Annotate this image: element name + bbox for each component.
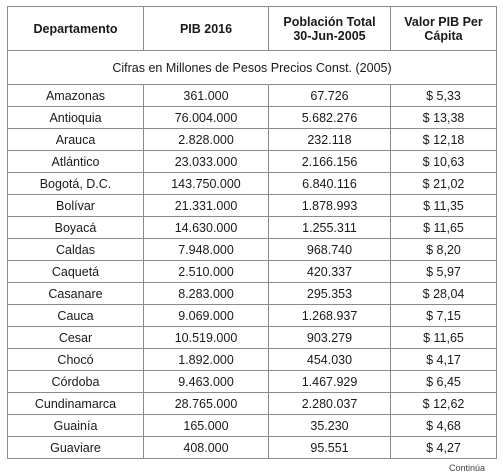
table-row: Bolívar 21.331.000 1.878.993 $ 11,35 [7,194,497,217]
cell-pib-per-capita: $ 11,65 [390,216,497,239]
cell-poblacion: 420.337 [268,260,391,283]
subheader-row: Cifras en Millones de Pesos Precios Cons… [7,50,497,85]
cell-poblacion: 295.353 [268,282,391,305]
table-row: Córdoba 9.463.000 1.467.929 $ 6,45 [7,370,497,393]
header-poblacion-total: Población Total 30-Jun-2005 [268,6,391,51]
cell-pib-per-capita: $ 21,02 [390,172,497,195]
cell-pib-2016: 21.331.000 [143,194,269,217]
table-row: Guaviare 408.000 95.551 $ 4,27 [7,436,497,459]
cell-poblacion: 968.740 [268,238,391,261]
cell-pib-per-capita: $ 8,20 [390,238,497,261]
cell-pib-2016: 28.765.000 [143,392,269,415]
table-row: Cesar 10.519.000 903.279 $ 11,65 [7,326,497,349]
table-row: Cauca 9.069.000 1.268.937 $ 7,15 [7,304,497,327]
cell-departamento: Cesar [7,326,144,349]
cell-poblacion: 232.118 [268,128,391,151]
cell-pib-2016: 143.750.000 [143,172,269,195]
cell-poblacion: 903.279 [268,326,391,349]
cell-pib-2016: 14.630.000 [143,216,269,239]
cell-pib-2016: 9.463.000 [143,370,269,393]
cell-pib-per-capita: $ 13,38 [390,106,497,129]
cell-poblacion: 95.551 [268,436,391,459]
cell-pib-2016: 23.033.000 [143,150,269,173]
cell-poblacion: 1.255.311 [268,216,391,239]
table-row: Casanare 8.283.000 295.353 $ 28,04 [7,282,497,305]
cell-pib-per-capita: $ 4,68 [390,414,497,437]
table-row: Bogotá, D.C. 143.750.000 6.840.116 $ 21,02 [7,172,497,195]
cell-poblacion: 454.030 [268,348,391,371]
table-row: Antioquia 76.004.000 5.682.276 $ 13,38 [7,106,497,129]
cell-departamento: Caquetá [7,260,144,283]
cell-pib-per-capita: $ 4,27 [390,436,497,459]
cell-pib-2016: 8.283.000 [143,282,269,305]
table-row: Caldas 7.948.000 968.740 $ 8,20 [7,238,497,261]
header-valor-pib-per-capita: Valor PIB Per Cápita [390,6,497,51]
cell-departamento: Casanare [7,282,144,305]
cell-pib-2016: 9.069.000 [143,304,269,327]
header-row: Departamento PIB 2016 Población Total 30… [7,6,497,51]
cell-pib-per-capita: $ 4,17 [390,348,497,371]
footer-note: Continúa [448,463,485,473]
cell-poblacion: 35.230 [268,414,391,437]
cell-departamento: Córdoba [7,370,144,393]
cell-pib-per-capita: $ 5,97 [390,260,497,283]
cell-departamento: Bolívar [7,194,144,217]
pib-table: Departamento PIB 2016 Población Total 30… [7,6,497,459]
cell-pib-per-capita: $ 10,63 [390,150,497,173]
cell-departamento: Cundinamarca [7,392,144,415]
cell-pib-2016: 2.828.000 [143,128,269,151]
cell-departamento: Amazonas [7,84,144,107]
cell-pib-2016: 361.000 [143,84,269,107]
cell-poblacion: 6.840.116 [268,172,391,195]
cell-departamento: Arauca [7,128,144,151]
table-row: Amazonas 361.000 67.726 $ 5,33 [7,84,497,107]
cell-departamento: Cauca [7,304,144,327]
cell-departamento: Antioquia [7,106,144,129]
cell-pib-2016: 165.000 [143,414,269,437]
cell-pib-2016: 76.004.000 [143,106,269,129]
table-row: Boyacá 14.630.000 1.255.311 $ 11,65 [7,216,497,239]
cell-poblacion: 1.467.929 [268,370,391,393]
table-row: Atlántico 23.033.000 2.166.156 $ 10,63 [7,150,497,173]
cell-pib-per-capita: $ 6,45 [390,370,497,393]
table-row: Guainía 165.000 35.230 $ 4,68 [7,414,497,437]
cell-departamento: Guainía [7,414,144,437]
cell-poblacion: 2.280.037 [268,392,391,415]
cell-departamento: Boyacá [7,216,144,239]
cell-pib-per-capita: $ 28,04 [390,282,497,305]
table-row: Caquetá 2.510.000 420.337 $ 5,97 [7,260,497,283]
cell-poblacion: 67.726 [268,84,391,107]
table-row: Arauca 2.828.000 232.118 $ 12,18 [7,128,497,151]
table-row: Cundinamarca 28.765.000 2.280.037 $ 12,62 [7,392,497,415]
cell-pib-2016: 2.510.000 [143,260,269,283]
cell-pib-2016: 7.948.000 [143,238,269,261]
cell-departamento: Guaviare [7,436,144,459]
cell-pib-per-capita: $ 11,65 [390,326,497,349]
cell-departamento: Chocó [7,348,144,371]
cell-pib-per-capita: $ 5,33 [390,84,497,107]
table-row: Chocó 1.892.000 454.030 $ 4,17 [7,348,497,371]
header-departamento: Departamento [7,6,144,51]
cell-poblacion: 1.268.937 [268,304,391,327]
header-pib-2016: PIB 2016 [143,6,269,51]
cell-pib-2016: 10.519.000 [143,326,269,349]
cell-poblacion: 1.878.993 [268,194,391,217]
cell-pib-per-capita: $ 12,62 [390,392,497,415]
cell-departamento: Caldas [7,238,144,261]
cell-departamento: Atlántico [7,150,144,173]
cell-poblacion: 2.166.156 [268,150,391,173]
cell-pib-per-capita: $ 12,18 [390,128,497,151]
subheader-cell: Cifras en Millones de Pesos Precios Cons… [7,50,497,85]
cell-poblacion: 5.682.276 [268,106,391,129]
cell-pib-per-capita: $ 11,35 [390,194,497,217]
cell-pib-per-capita: $ 7,15 [390,304,497,327]
cell-pib-2016: 1.892.000 [143,348,269,371]
cell-departamento: Bogotá, D.C. [7,172,144,195]
cell-pib-2016: 408.000 [143,436,269,459]
